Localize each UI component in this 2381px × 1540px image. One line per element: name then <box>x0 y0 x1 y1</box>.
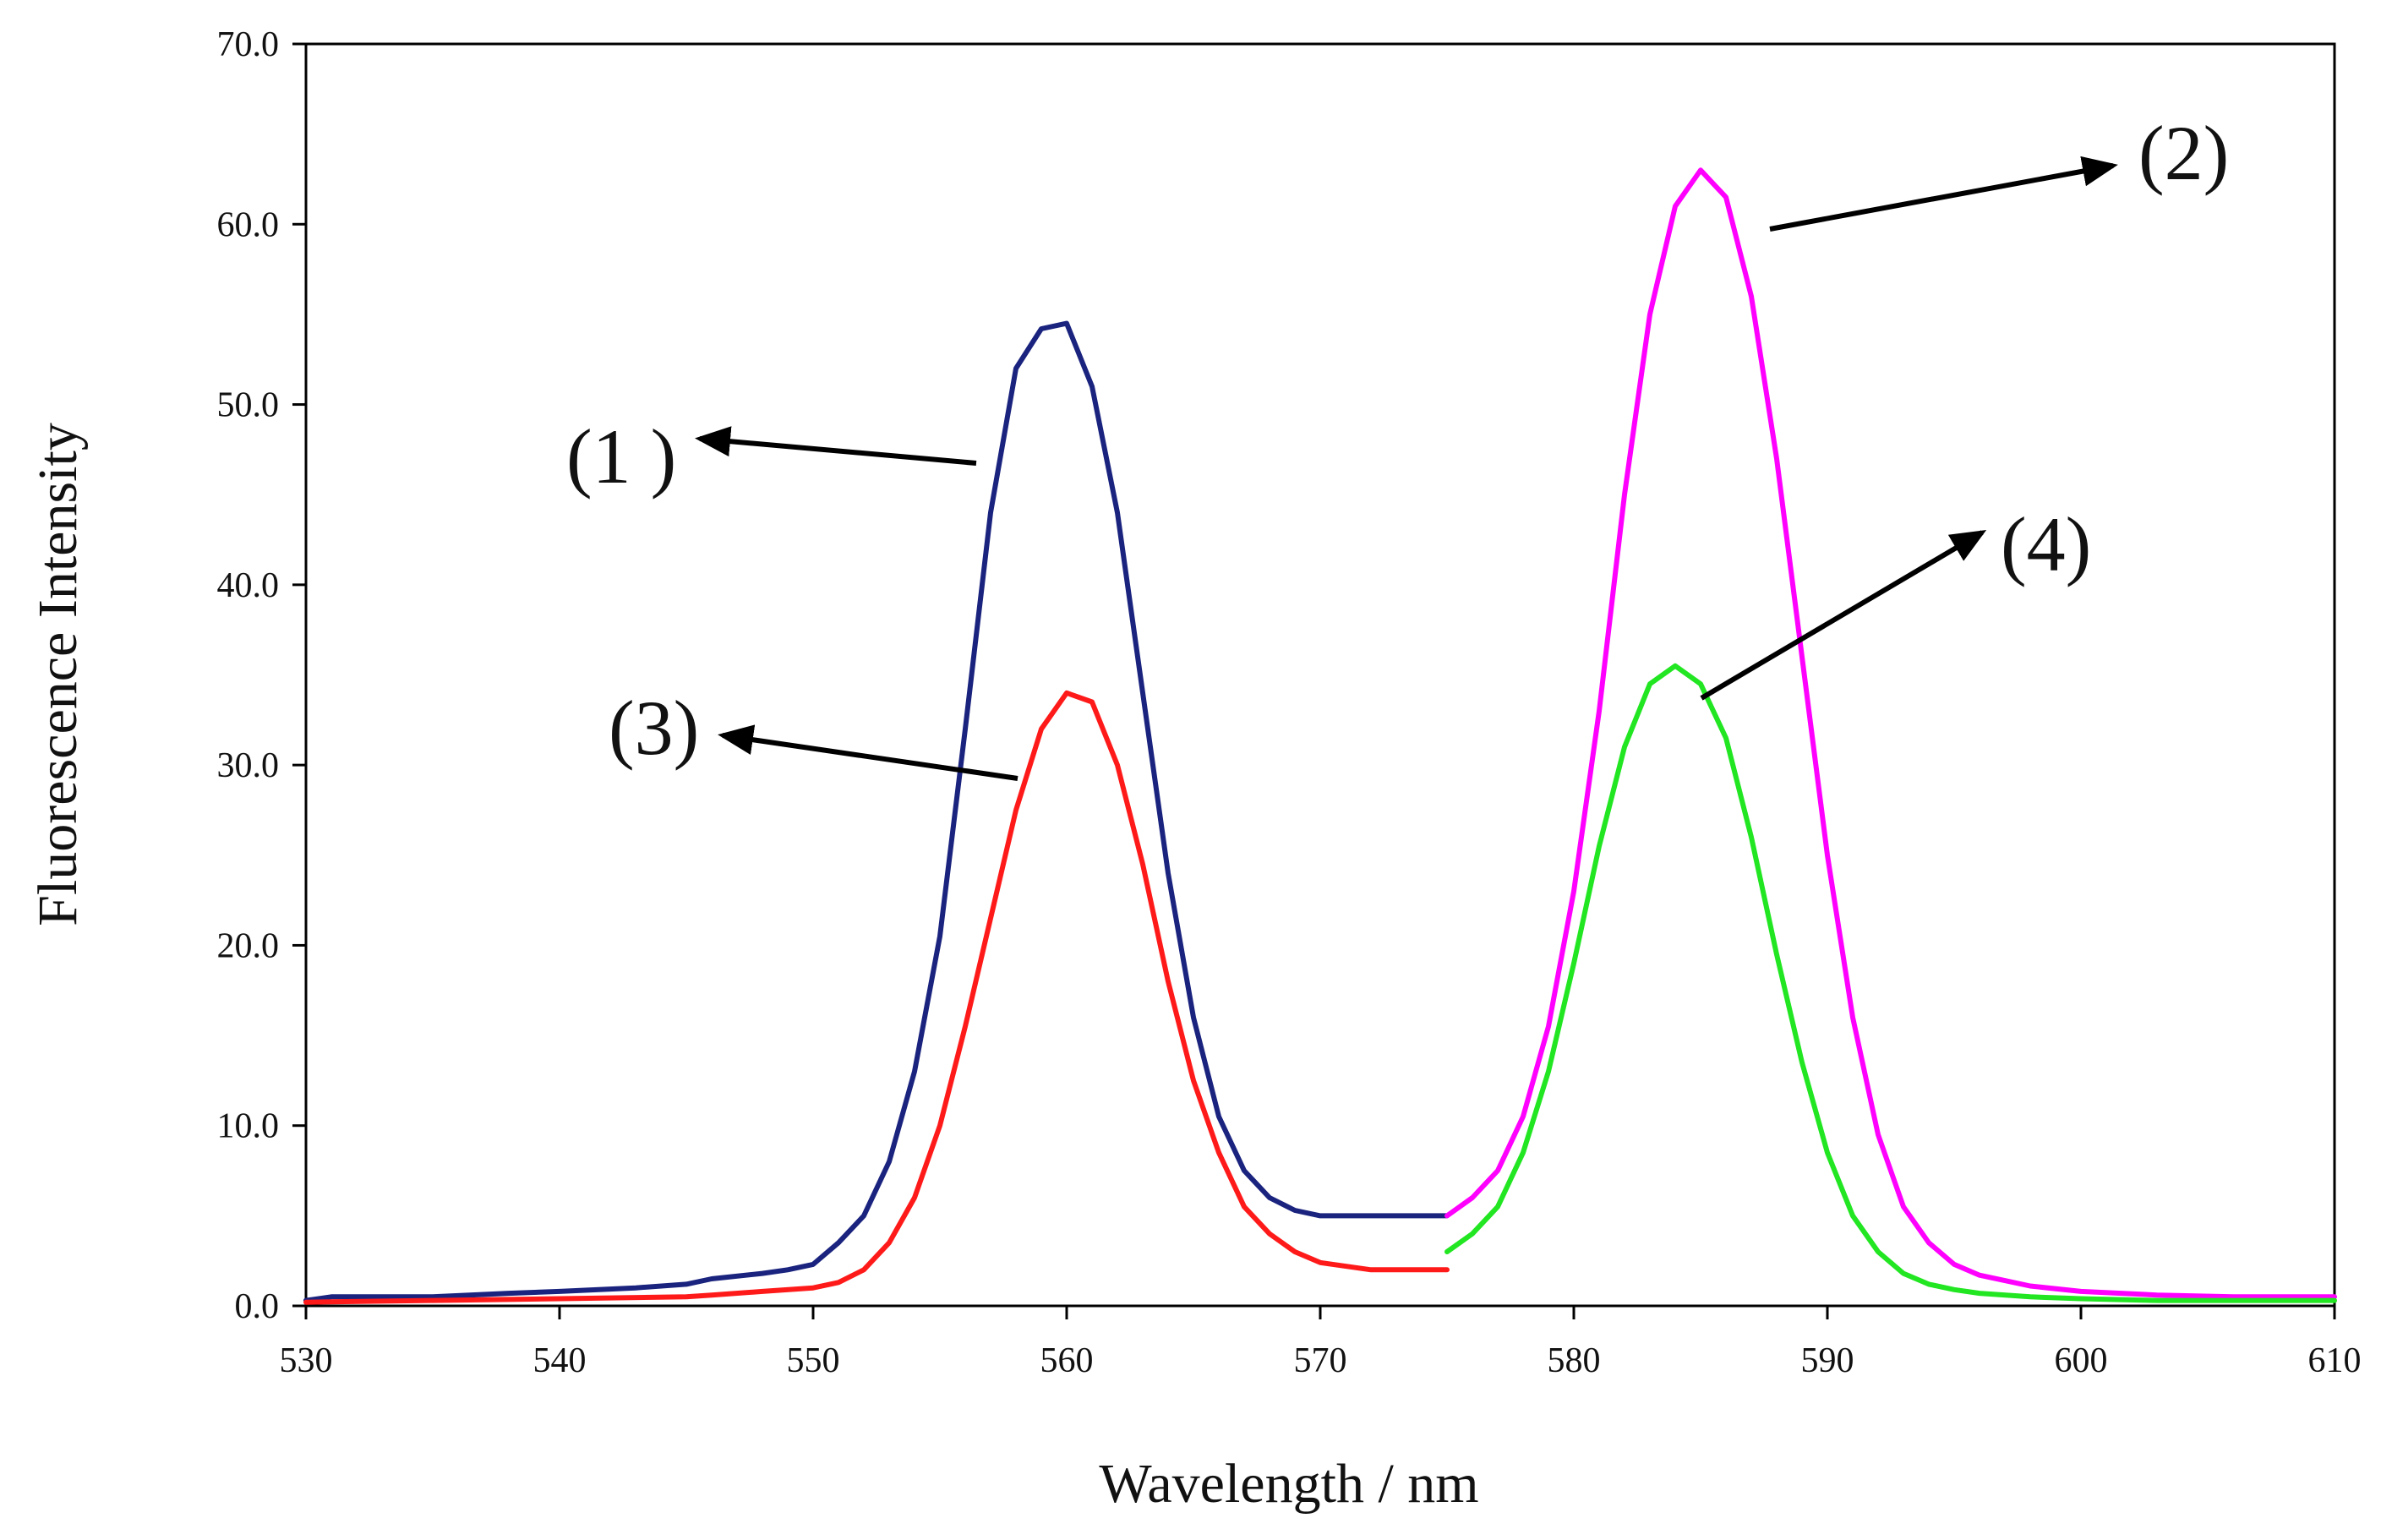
series-layer <box>303 167 2337 1305</box>
series-line-3 <box>303 690 1450 1305</box>
annotation-4: (4) <box>1700 501 2091 701</box>
annotation-label-4: (4) <box>2001 501 2091 587</box>
y-tick-label: 20.0 <box>217 926 280 965</box>
y-tick-label: 30.0 <box>217 746 280 785</box>
arrow-3 <box>718 724 1018 781</box>
arrow-1 <box>695 426 977 466</box>
arrow-4 <box>1700 529 1987 701</box>
series-line-1 <box>303 320 1450 1303</box>
x-tick-label: 610 <box>2308 1341 2362 1380</box>
arrow-2 <box>1769 156 2118 232</box>
x-tick-label: 600 <box>2055 1341 2108 1380</box>
annotation-1: (1 ) <box>566 413 977 500</box>
x-axis-title: Wavelength / nm <box>1099 1453 1478 1515</box>
y-axis-title: Fluorescence Intensity <box>27 423 89 926</box>
y-tick-label: 40.0 <box>217 566 280 605</box>
x-tick-label: 590 <box>1801 1341 1854 1380</box>
x-axis: 530 540 550 560 570 580 590 600 610 <box>280 1306 2362 1380</box>
x-tick-label: 530 <box>280 1341 333 1380</box>
series-line-4 <box>1444 663 2337 1303</box>
y-tick-label: 0.0 <box>235 1287 280 1326</box>
series-line-2 <box>1444 167 2337 1300</box>
x-tick-label: 570 <box>1294 1341 1347 1380</box>
x-tick-label: 580 <box>1548 1341 1601 1380</box>
annotation-label-3: (3) <box>609 685 699 771</box>
annotation-label-2: (2) <box>2138 110 2229 196</box>
y-axis: 0.0 10.0 20.0 30.0 40.0 50.0 60.0 70.0 <box>217 25 306 1326</box>
y-tick-label: 10.0 <box>217 1107 280 1146</box>
y-tick-label: 50.0 <box>217 386 280 425</box>
annotation-2: (2) <box>1769 110 2229 232</box>
annotation-3: (3) <box>609 685 1018 781</box>
x-tick-label: 540 <box>533 1341 587 1380</box>
y-tick-label: 70.0 <box>217 25 280 64</box>
annotation-label-1: (1 ) <box>566 413 676 500</box>
x-tick-label: 550 <box>787 1341 840 1380</box>
y-tick-label: 60.0 <box>217 205 280 244</box>
x-tick-label: 560 <box>1040 1341 1094 1380</box>
plot-frame <box>304 42 2336 1308</box>
